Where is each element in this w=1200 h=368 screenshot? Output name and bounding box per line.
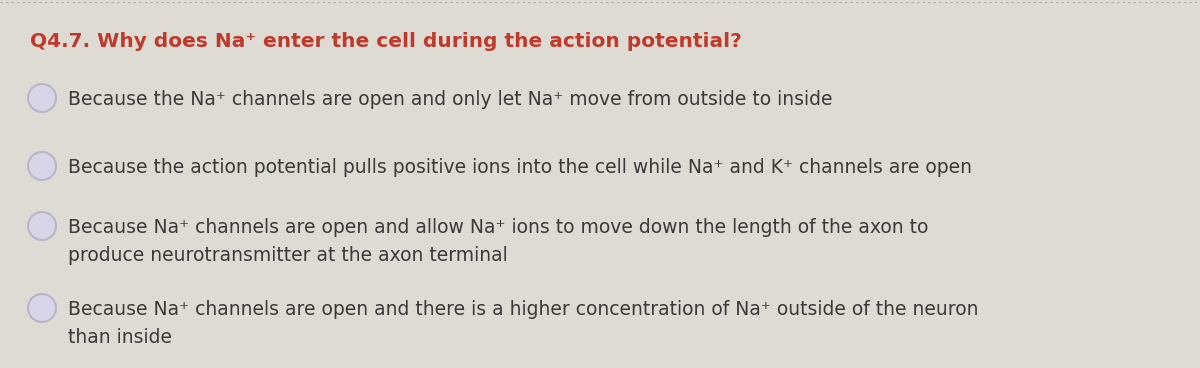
Circle shape [28, 84, 56, 112]
Circle shape [28, 212, 56, 240]
Text: Because the action potential pulls positive ions into the cell while Na⁺ and K⁺ : Because the action potential pulls posit… [68, 158, 972, 177]
Text: Q4.7. Why does Na⁺ enter the cell during the action potential?: Q4.7. Why does Na⁺ enter the cell during… [30, 32, 742, 51]
Text: Because the Na⁺ channels are open and only let Na⁺ move from outside to inside: Because the Na⁺ channels are open and on… [68, 90, 833, 109]
Text: Because Na⁺ channels are open and allow Na⁺ ions to move down the length of the : Because Na⁺ channels are open and allow … [68, 218, 929, 265]
Circle shape [28, 294, 56, 322]
Circle shape [28, 152, 56, 180]
Text: Because Na⁺ channels are open and there is a higher concentration of Na⁺ outside: Because Na⁺ channels are open and there … [68, 300, 978, 347]
